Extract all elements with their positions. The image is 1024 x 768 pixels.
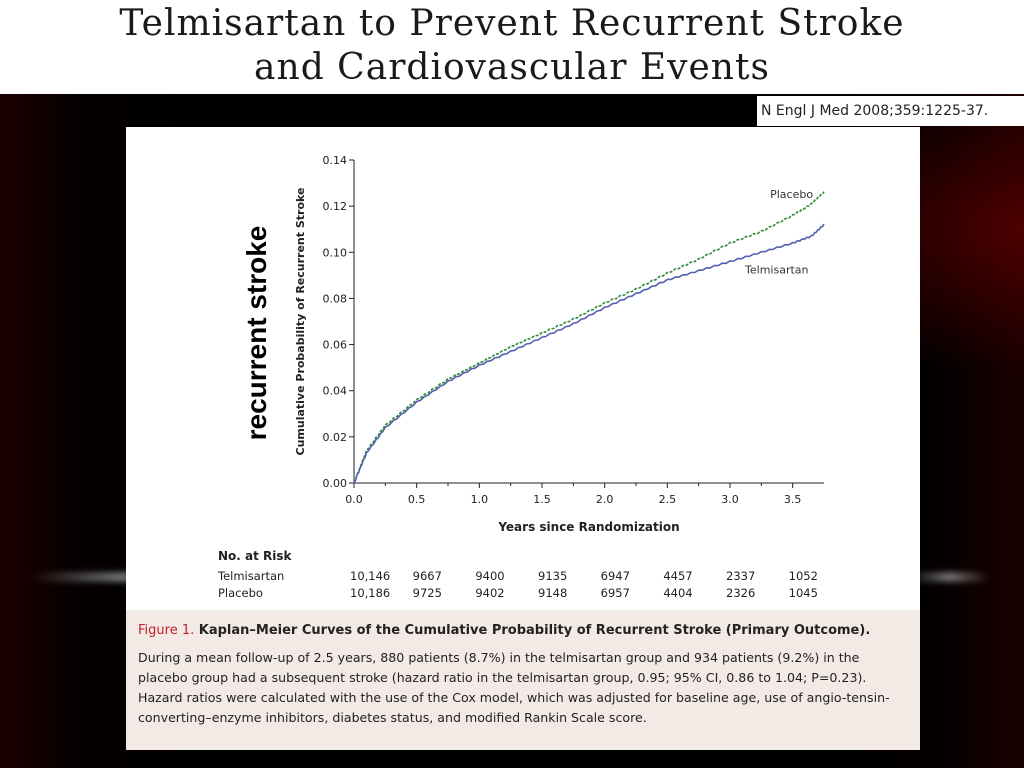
y-tick-label: 0.10 — [323, 246, 348, 259]
right-glow — [910, 572, 990, 582]
risk-cell: 10,146 — [350, 569, 390, 583]
figure-caption: Figure 1. Kaplan–Meier Curves of the Cum… — [126, 610, 920, 750]
risk-cell: 1052 — [789, 569, 818, 583]
x-tick-label: 2.0 — [596, 493, 614, 506]
series-line-telmisartan — [353, 223, 825, 484]
caption-body: During a mean follow-up of 2.5 years, 88… — [138, 650, 890, 725]
caption-heading: Kaplan–Meier Curves of the Cumulative Pr… — [198, 623, 871, 638]
overlay-label: recurrent stroke — [241, 225, 272, 441]
risk-cell: 9725 — [413, 586, 442, 600]
chart-axes: 0.00 0.02 0.04 0.06 0.08 0.10 0.12 0.14 0.0 0.5 1.… — [323, 154, 824, 506]
x-axis-label: Years since Randomization — [497, 520, 679, 534]
left-glow — [30, 572, 210, 582]
citation: N Engl J Med 2008;359:1225-37. — [757, 96, 1024, 126]
risk-cell: 4404 — [663, 586, 692, 600]
chart-curves — [353, 191, 825, 484]
x-tick-label: 3.0 — [721, 493, 739, 506]
km-chart: 0.00 0.02 0.04 0.06 0.08 0.10 0.12 0.14 0.0 0.5 1.… — [217, 154, 825, 600]
y-tick-label: 0.04 — [323, 385, 348, 398]
y-tick-label: 0.12 — [323, 200, 348, 213]
risk-cell: 6957 — [601, 586, 630, 600]
x-tick-label: 0.5 — [408, 493, 426, 506]
slide-title-line-1: Telmisartan to Prevent Recurrent Stroke — [119, 3, 905, 44]
risk-cell: 1045 — [789, 586, 818, 600]
figure-panel: 0.00 0.02 0.04 0.06 0.08 0.10 0.12 0.14 0.0 0.5 1.… — [126, 127, 920, 750]
x-tick-label: 2.5 — [659, 493, 677, 506]
series-label-telmisartan: Telmisartan — [744, 264, 808, 277]
y-tick-label: 0.00 — [323, 477, 348, 490]
risk-cell: 4457 — [663, 569, 692, 583]
risk-table: No. at Risk Telmisartan 10,146 9667 9400 9135… — [217, 549, 818, 600]
x-tick-label: 1.5 — [533, 493, 551, 506]
y-tick-label: 0.14 — [323, 154, 348, 167]
x-tick-label: 0.0 — [345, 493, 363, 506]
title-band: Telmisartan to Prevent Recurrent Stroke … — [0, 0, 1024, 94]
chart-labels: Years since Randomization Cumulative Prob… — [294, 188, 813, 535]
risk-row-label: Telmisartan — [217, 569, 284, 583]
caption-figure-label: Figure 1. — [138, 623, 195, 638]
risk-cell: 9400 — [475, 569, 504, 583]
risk-row-label: Placebo — [218, 586, 263, 600]
risk-cell: 9135 — [538, 569, 567, 583]
caption-heading-line: Figure 1. Kaplan–Meier Curves of the Cum… — [138, 622, 908, 640]
y-tick-label: 0.08 — [323, 292, 348, 305]
y-axis-label: Cumulative Probability of Recurrent Stro… — [294, 188, 307, 456]
series-line-placebo — [353, 191, 825, 484]
risk-table-header: No. at Risk — [218, 549, 293, 563]
series-label-placebo: Placebo — [770, 188, 813, 201]
risk-cell: 2337 — [726, 569, 755, 583]
x-tick-label: 1.0 — [471, 493, 489, 506]
slide-title-line-2: and Cardiovascular Events — [254, 47, 770, 88]
risk-cell: 6947 — [601, 569, 630, 583]
y-tick-label: 0.02 — [323, 431, 348, 444]
risk-cell: 2326 — [726, 586, 755, 600]
slide-title: Telmisartan to Prevent Recurrent Stroke … — [0, 2, 1024, 90]
y-tick-label: 0.06 — [323, 339, 348, 352]
x-tick-label: 3.5 — [784, 493, 802, 506]
risk-cell: 10,186 — [350, 586, 390, 600]
risk-cell: 9402 — [475, 586, 504, 600]
risk-cell: 9667 — [413, 569, 442, 583]
risk-cell: 9148 — [538, 586, 567, 600]
